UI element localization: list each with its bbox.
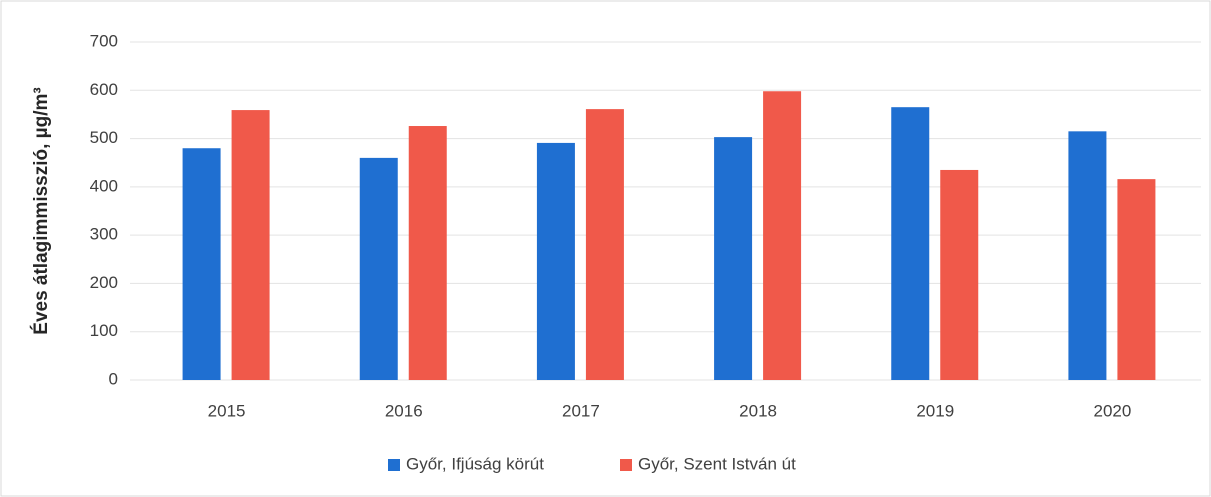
- bar: [359, 157, 398, 380]
- bar: [940, 169, 979, 380]
- bar: [763, 91, 802, 380]
- bar: [1117, 179, 1156, 380]
- x-tick-label: 2015: [208, 401, 246, 420]
- y-tick-label: 200: [90, 273, 118, 292]
- bar: [585, 109, 624, 381]
- bar: [536, 142, 575, 380]
- x-tick-label: 2018: [739, 401, 777, 420]
- y-tick-label: 700: [90, 31, 118, 50]
- x-tick-label: 2020: [1094, 401, 1132, 420]
- y-tick-label: 400: [90, 176, 118, 195]
- bar: [891, 107, 930, 380]
- bar: [182, 148, 221, 380]
- x-tick-label: 2019: [916, 401, 954, 420]
- legend-swatch: [620, 459, 632, 471]
- legend-swatch: [388, 459, 400, 471]
- legend-label: Győr, Szent István út: [638, 454, 796, 473]
- bar: [408, 126, 447, 380]
- y-tick-label: 300: [90, 225, 118, 244]
- legend-label: Győr, Ifjúság körút: [406, 454, 544, 473]
- bar: [1068, 131, 1107, 380]
- x-tick-label: 2017: [562, 401, 600, 420]
- y-tick-label: 500: [90, 128, 118, 147]
- bar: [231, 110, 270, 380]
- y-tick-label: 600: [90, 80, 118, 99]
- y-axis-label: Éves átlagimmisszió, µg/m³: [30, 87, 52, 334]
- x-tick-label: 2016: [385, 401, 423, 420]
- y-tick-label: 100: [90, 321, 118, 340]
- y-tick-label: 0: [109, 369, 118, 388]
- bar: [714, 137, 753, 380]
